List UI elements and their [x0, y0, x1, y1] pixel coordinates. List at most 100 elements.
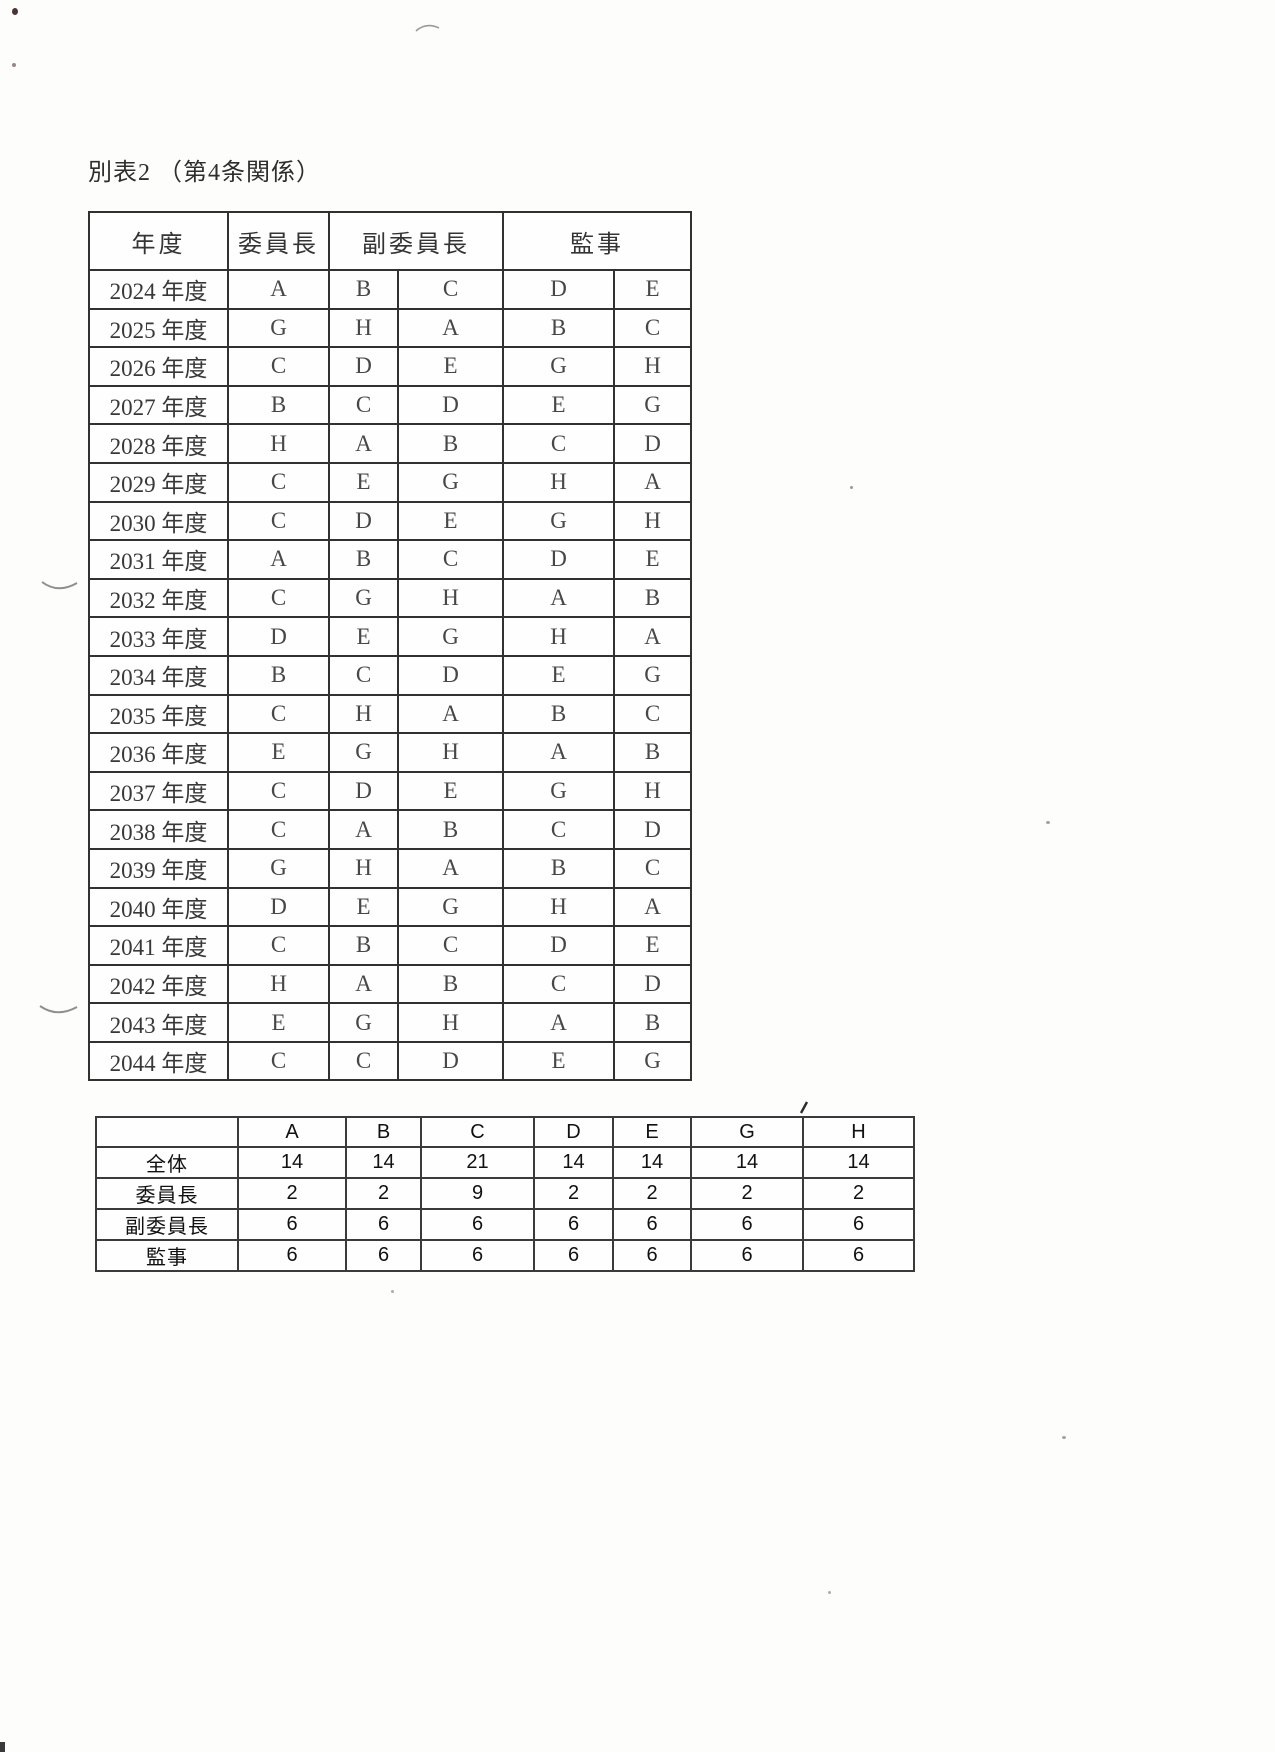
- assignment-cell: H: [328, 307, 399, 349]
- summary-count-cell: 2: [345, 1177, 422, 1211]
- summary-count-cell: 14: [802, 1146, 915, 1180]
- assignment-cell: B: [397, 423, 504, 464]
- assignment-cell: H: [502, 461, 615, 503]
- assignment-cell: A: [502, 732, 615, 773]
- assignment-cell: B: [502, 307, 615, 349]
- summary-count-cell: 6: [420, 1208, 535, 1242]
- assignment-cell: C: [397, 539, 504, 580]
- assignment-cell: C: [613, 693, 692, 735]
- assignment-cell: G: [502, 500, 615, 542]
- assignment-cell: D: [397, 1040, 504, 1082]
- assignment-cell: E: [502, 654, 615, 696]
- schedule-row: 2033 年度 D E G H A: [88, 616, 692, 657]
- assignment-cell: C: [227, 346, 330, 387]
- year-cell: 2035 年度: [88, 693, 229, 735]
- summary-row: 監事 6 6 6 6 6 6 6: [95, 1239, 915, 1273]
- assignment-cell: B: [502, 693, 615, 735]
- assignment-cell: A: [397, 847, 504, 889]
- assignment-cell: G: [397, 461, 504, 503]
- schedule-row: 2024 年度 A B C D E: [88, 269, 692, 310]
- summary-count-cell: 6: [612, 1239, 692, 1273]
- summary-count-cell: 6: [690, 1239, 804, 1273]
- summary-count-cell: 2: [690, 1177, 804, 1211]
- summary-count-cell: 2: [612, 1177, 692, 1211]
- year-cell: 2030 年度: [88, 500, 229, 542]
- assignment-cell: C: [227, 809, 330, 850]
- assignment-cell: E: [613, 269, 692, 310]
- assignment-cell: D: [502, 269, 615, 310]
- summary-corner-cell: [95, 1115, 239, 1149]
- assignment-cell: B: [328, 539, 399, 580]
- schedule-row: 2039 年度 G H A B C: [88, 847, 692, 889]
- assignment-cell: A: [502, 577, 615, 619]
- summary-col-header: A: [237, 1115, 347, 1149]
- year-cell: 2038 年度: [88, 809, 229, 850]
- year-cell: 2036 年度: [88, 732, 229, 773]
- year-cell: 2028 年度: [88, 423, 229, 464]
- assignment-cell: A: [227, 539, 330, 580]
- schedule-row: 2041 年度 C B C D E: [88, 925, 692, 966]
- scan-mark-curve-left-1: [41, 581, 78, 590]
- summary-col-header: D: [533, 1115, 614, 1149]
- summary-row: 委員長 2 2 9 2 2 2 2: [95, 1177, 915, 1211]
- assignment-cell: D: [502, 925, 615, 966]
- assignment-cell: C: [328, 654, 399, 696]
- assignment-cell: E: [227, 1002, 330, 1043]
- assignment-cell: C: [227, 500, 330, 542]
- schedule-header-row: 年度 委員長 副委員長 監事: [88, 211, 692, 271]
- assignment-cell: G: [227, 847, 330, 889]
- scan-speck: [828, 1591, 831, 1594]
- year-cell: 2039 年度: [88, 847, 229, 889]
- scan-mark-curve-left-2: [39, 1005, 78, 1014]
- year-cell: 2032 年度: [88, 577, 229, 619]
- schedule-row: 2032 年度 C G H A B: [88, 577, 692, 619]
- assignment-cell: B: [502, 847, 615, 889]
- assignment-cell: B: [227, 384, 330, 426]
- scan-speck: [391, 1290, 394, 1293]
- assignment-cell: E: [613, 539, 692, 580]
- assignment-cell: D: [613, 963, 692, 1005]
- assignment-cell: E: [227, 732, 330, 773]
- year-cell: 2040 年度: [88, 886, 229, 928]
- assignment-cell: C: [227, 693, 330, 735]
- year-cell: 2026 年度: [88, 346, 229, 387]
- schedule-row: 2030 年度 C D E G H: [88, 500, 692, 542]
- assignment-cell: H: [613, 500, 692, 542]
- assignment-cell: D: [328, 770, 399, 812]
- assignment-cell: C: [397, 269, 504, 310]
- assignment-cell: C: [328, 1040, 399, 1082]
- summary-count-cell: 6: [533, 1208, 614, 1242]
- assignment-cell: H: [502, 886, 615, 928]
- assignment-cell: E: [397, 346, 504, 387]
- assignment-cell: C: [613, 307, 692, 349]
- assignment-cell: C: [502, 963, 615, 1005]
- schedule-row: 2031 年度 A B C D E: [88, 539, 692, 580]
- assignment-cell: C: [227, 925, 330, 966]
- summary-count-cell: 6: [533, 1239, 614, 1273]
- assignment-cell: H: [397, 732, 504, 773]
- schedule-row: 2044 年度 C C D E G: [88, 1040, 692, 1082]
- assignment-cell: G: [502, 770, 615, 812]
- schedule-row: 2042 年度 H A B C D: [88, 963, 692, 1005]
- assignment-cell: H: [328, 847, 399, 889]
- summary-count-cell: 6: [345, 1208, 422, 1242]
- assignment-cell: B: [397, 963, 504, 1005]
- summary-count-cell: 6: [612, 1208, 692, 1242]
- summary-count-cell: 6: [690, 1208, 804, 1242]
- year-cell: 2029 年度: [88, 461, 229, 503]
- assignment-cell: B: [328, 925, 399, 966]
- assignment-cell: A: [502, 1002, 615, 1043]
- assignment-cell: H: [397, 1002, 504, 1043]
- page-title: 別表2 （第4条関係）: [88, 160, 321, 186]
- assignment-cell: H: [328, 693, 399, 735]
- col-header-auditor: 監事: [502, 211, 692, 271]
- schedule-row: 2034 年度 B C D E G: [88, 654, 692, 696]
- summary-col-header: C: [420, 1115, 535, 1149]
- assignment-cell: A: [328, 963, 399, 1005]
- assignment-cell: A: [328, 423, 399, 464]
- assignment-cell: A: [613, 461, 692, 503]
- assignment-cell: C: [227, 461, 330, 503]
- scan-speck: [12, 63, 16, 67]
